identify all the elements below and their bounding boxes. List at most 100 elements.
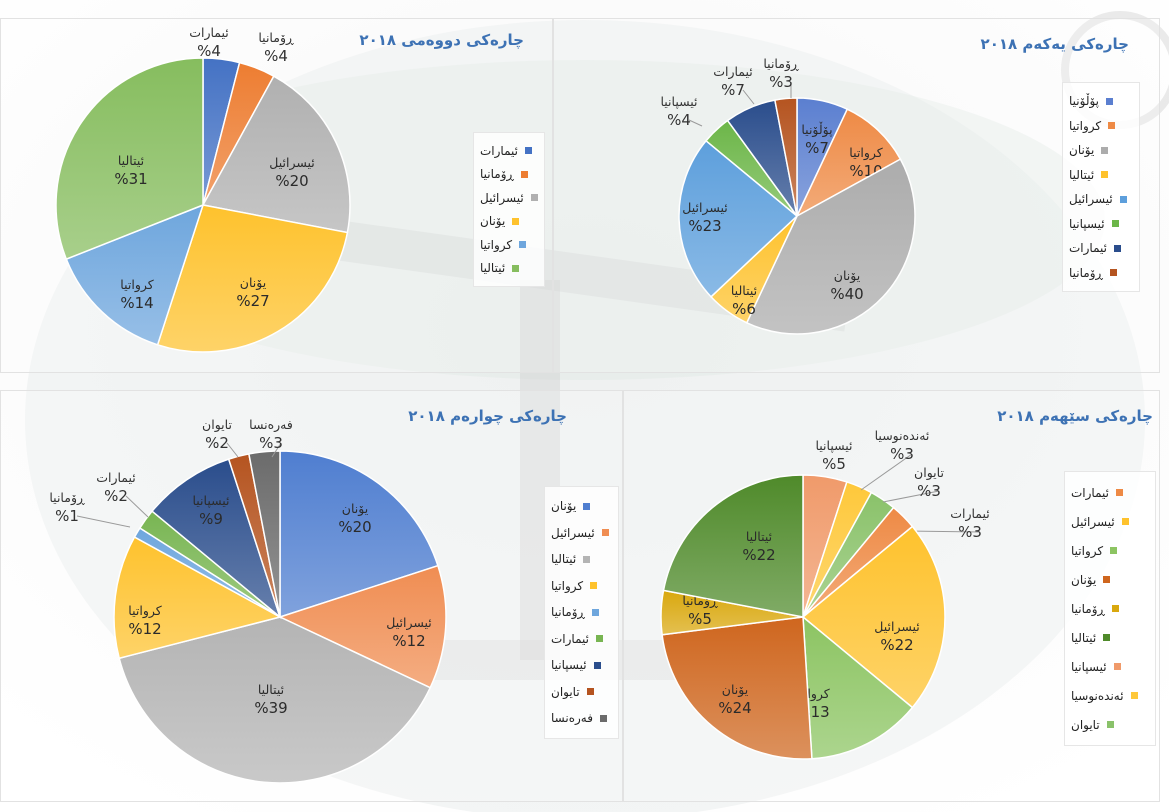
slice-label-name: یۆنان <box>722 682 749 698</box>
slice-label-name: ئیتالیا <box>731 283 757 298</box>
slice-label-value: %5 <box>688 610 712 628</box>
slice-label-name: تایوان <box>914 465 944 481</box>
legend-label: ئیسپانیا <box>551 658 587 673</box>
legend-label: پۆڵۆنیا <box>1069 94 1100 109</box>
legend-label: تایوان <box>551 684 580 699</box>
chart-legend: یۆنان ئیسرائیل ئیتالیا کرواتیا ڕۆمانیا ئیمارا… <box>544 486 619 739</box>
legend-item: تایوان <box>551 679 612 706</box>
legend-swatch <box>599 714 607 722</box>
chart-legend: ئیمارات ڕۆمانیا ئیسرائیل یۆنان کرواتیا ئیتالی… <box>473 132 545 287</box>
legend-swatch <box>1113 663 1121 670</box>
slice-label-name: کرواتیا <box>120 277 153 293</box>
pie-slice <box>279 450 439 619</box>
slice-label-name: ئیمارات <box>950 506 990 522</box>
leader-line <box>882 490 940 503</box>
pie-c1: پۆڵۆنیا%7 کرواتیا%10یۆنان%40ئیتالیا%6ئیسر… <box>660 56 916 335</box>
legend-swatch <box>1130 692 1138 699</box>
legend-item: تایوان <box>1071 710 1149 739</box>
slice-label-value: %5 <box>822 455 846 473</box>
legend-swatch <box>512 217 520 225</box>
slice-label-value: %7 <box>805 139 829 157</box>
slice-label-name: ئیمارات <box>189 25 229 41</box>
legend-swatch <box>586 688 594 696</box>
pie-slice <box>156 204 349 353</box>
pie-slice <box>802 615 914 760</box>
slice-label-name: پۆڵۆنیا <box>801 122 833 138</box>
leader-line <box>688 119 703 127</box>
legend-label: ئیتالیا <box>1069 167 1095 182</box>
legend-swatch <box>1121 518 1129 525</box>
slice-label-value: %4 <box>667 111 691 129</box>
slice-label-name: کرواتیا <box>849 145 882 161</box>
legend-item: یۆنان <box>1071 565 1149 594</box>
legend-swatch <box>1103 576 1111 583</box>
legend-item: ڕۆمانیا <box>551 599 612 626</box>
legend-label: یۆنان <box>480 214 506 229</box>
slice-label-name: ئیمارات <box>713 64 753 80</box>
chart-title: چارەکی دووەمی ۲۰۱۸ <box>359 31 524 49</box>
slice-label-name: ڕۆمانیا <box>258 30 294 46</box>
pie-slice <box>678 139 799 298</box>
slice-label-value: %7 <box>721 81 745 99</box>
slice-label-value: %2 <box>205 434 229 452</box>
leader-line <box>76 515 131 528</box>
legend-item: ئیمارات <box>551 626 612 653</box>
slice-label-name: ئیسپانیا <box>660 94 697 109</box>
legend-item: کرواتیا <box>1071 536 1149 565</box>
legend-label: ئیمارات <box>551 631 589 646</box>
slice-label-name: ئیسرائیل <box>386 615 432 631</box>
legend-swatch <box>583 555 591 563</box>
pie-slice <box>65 203 205 346</box>
legend-item: ئیسپانیا <box>551 652 612 679</box>
legend-item: ئیسرائیل <box>480 186 538 210</box>
pie-c4: ئیسپانیا%5ئەندەنوسیا%3تایوان%3ئیمارات%3ئ… <box>660 428 990 760</box>
legend-item: فەرەنسا <box>551 705 612 732</box>
legend-item: ڕۆمانیا <box>1069 261 1133 286</box>
pie-slice <box>151 458 282 620</box>
legend-label: ئیمارات <box>1071 485 1109 500</box>
legend-label: ئەندەنوسیا <box>1071 688 1124 703</box>
slice-label-value: %22 <box>880 636 913 654</box>
slice-label-value: %22 <box>742 546 775 564</box>
legend-swatch <box>1108 122 1116 130</box>
legend-item: یۆنان <box>551 493 612 520</box>
legend-swatch <box>1103 634 1111 641</box>
slice-label-name: فەرەنسا <box>249 417 293 433</box>
slice-label-value: %9 <box>199 510 223 528</box>
legend-item: ئیمارات <box>1071 478 1149 507</box>
slice-label-value: %20 <box>338 518 371 536</box>
legend-label: ڕۆمانیا <box>1071 601 1105 616</box>
leader-line <box>125 495 149 518</box>
legend-swatch <box>1110 547 1118 554</box>
slice-label-value: %40 <box>830 285 863 303</box>
legend-item: کرواتیا <box>1069 114 1133 139</box>
legend-swatch <box>530 194 538 202</box>
legend-label: ئیسرائیل <box>480 190 524 205</box>
slice-label-value: %39 <box>254 699 287 717</box>
pie-slice <box>55 57 204 261</box>
slice-label-name: ڕۆمانیا <box>49 490 85 506</box>
legend-label: ئیسرائیل <box>551 525 595 540</box>
legend-label: کرواتیا <box>551 578 584 593</box>
legend-item: یۆنان <box>480 210 538 234</box>
slice-label-value: %20 <box>275 172 308 190</box>
slice-label-name: ئیتالیا <box>118 153 144 168</box>
slice-label-name: یۆنان <box>240 275 267 291</box>
pie-slice <box>661 616 813 760</box>
chart-legend: ئیمارات ئیسرائیل کرواتیا یۆنان ڕۆمانیا ئیتالی… <box>1064 471 1156 746</box>
slice-label-name: ئیتالیا <box>258 682 284 697</box>
slice-label-name: ئیسرائیل <box>269 155 315 171</box>
slice-label-value: %3 <box>890 445 914 463</box>
legend-swatch <box>601 529 609 537</box>
leader-line <box>860 453 913 491</box>
legend-item: ئیسرائیل <box>1069 187 1133 212</box>
slice-label-value: %3 <box>917 482 941 500</box>
slice-label-value: %23 <box>688 217 721 235</box>
legend-label: ڕۆمانیا <box>1069 265 1103 280</box>
legend-label: یۆنان <box>1071 572 1097 587</box>
legend-swatch <box>591 608 599 616</box>
leader-line <box>905 530 981 533</box>
slice-label-name: ئیسرائیل <box>682 200 728 216</box>
slice-label-value: %27 <box>236 292 269 310</box>
pie-slice <box>113 536 283 660</box>
